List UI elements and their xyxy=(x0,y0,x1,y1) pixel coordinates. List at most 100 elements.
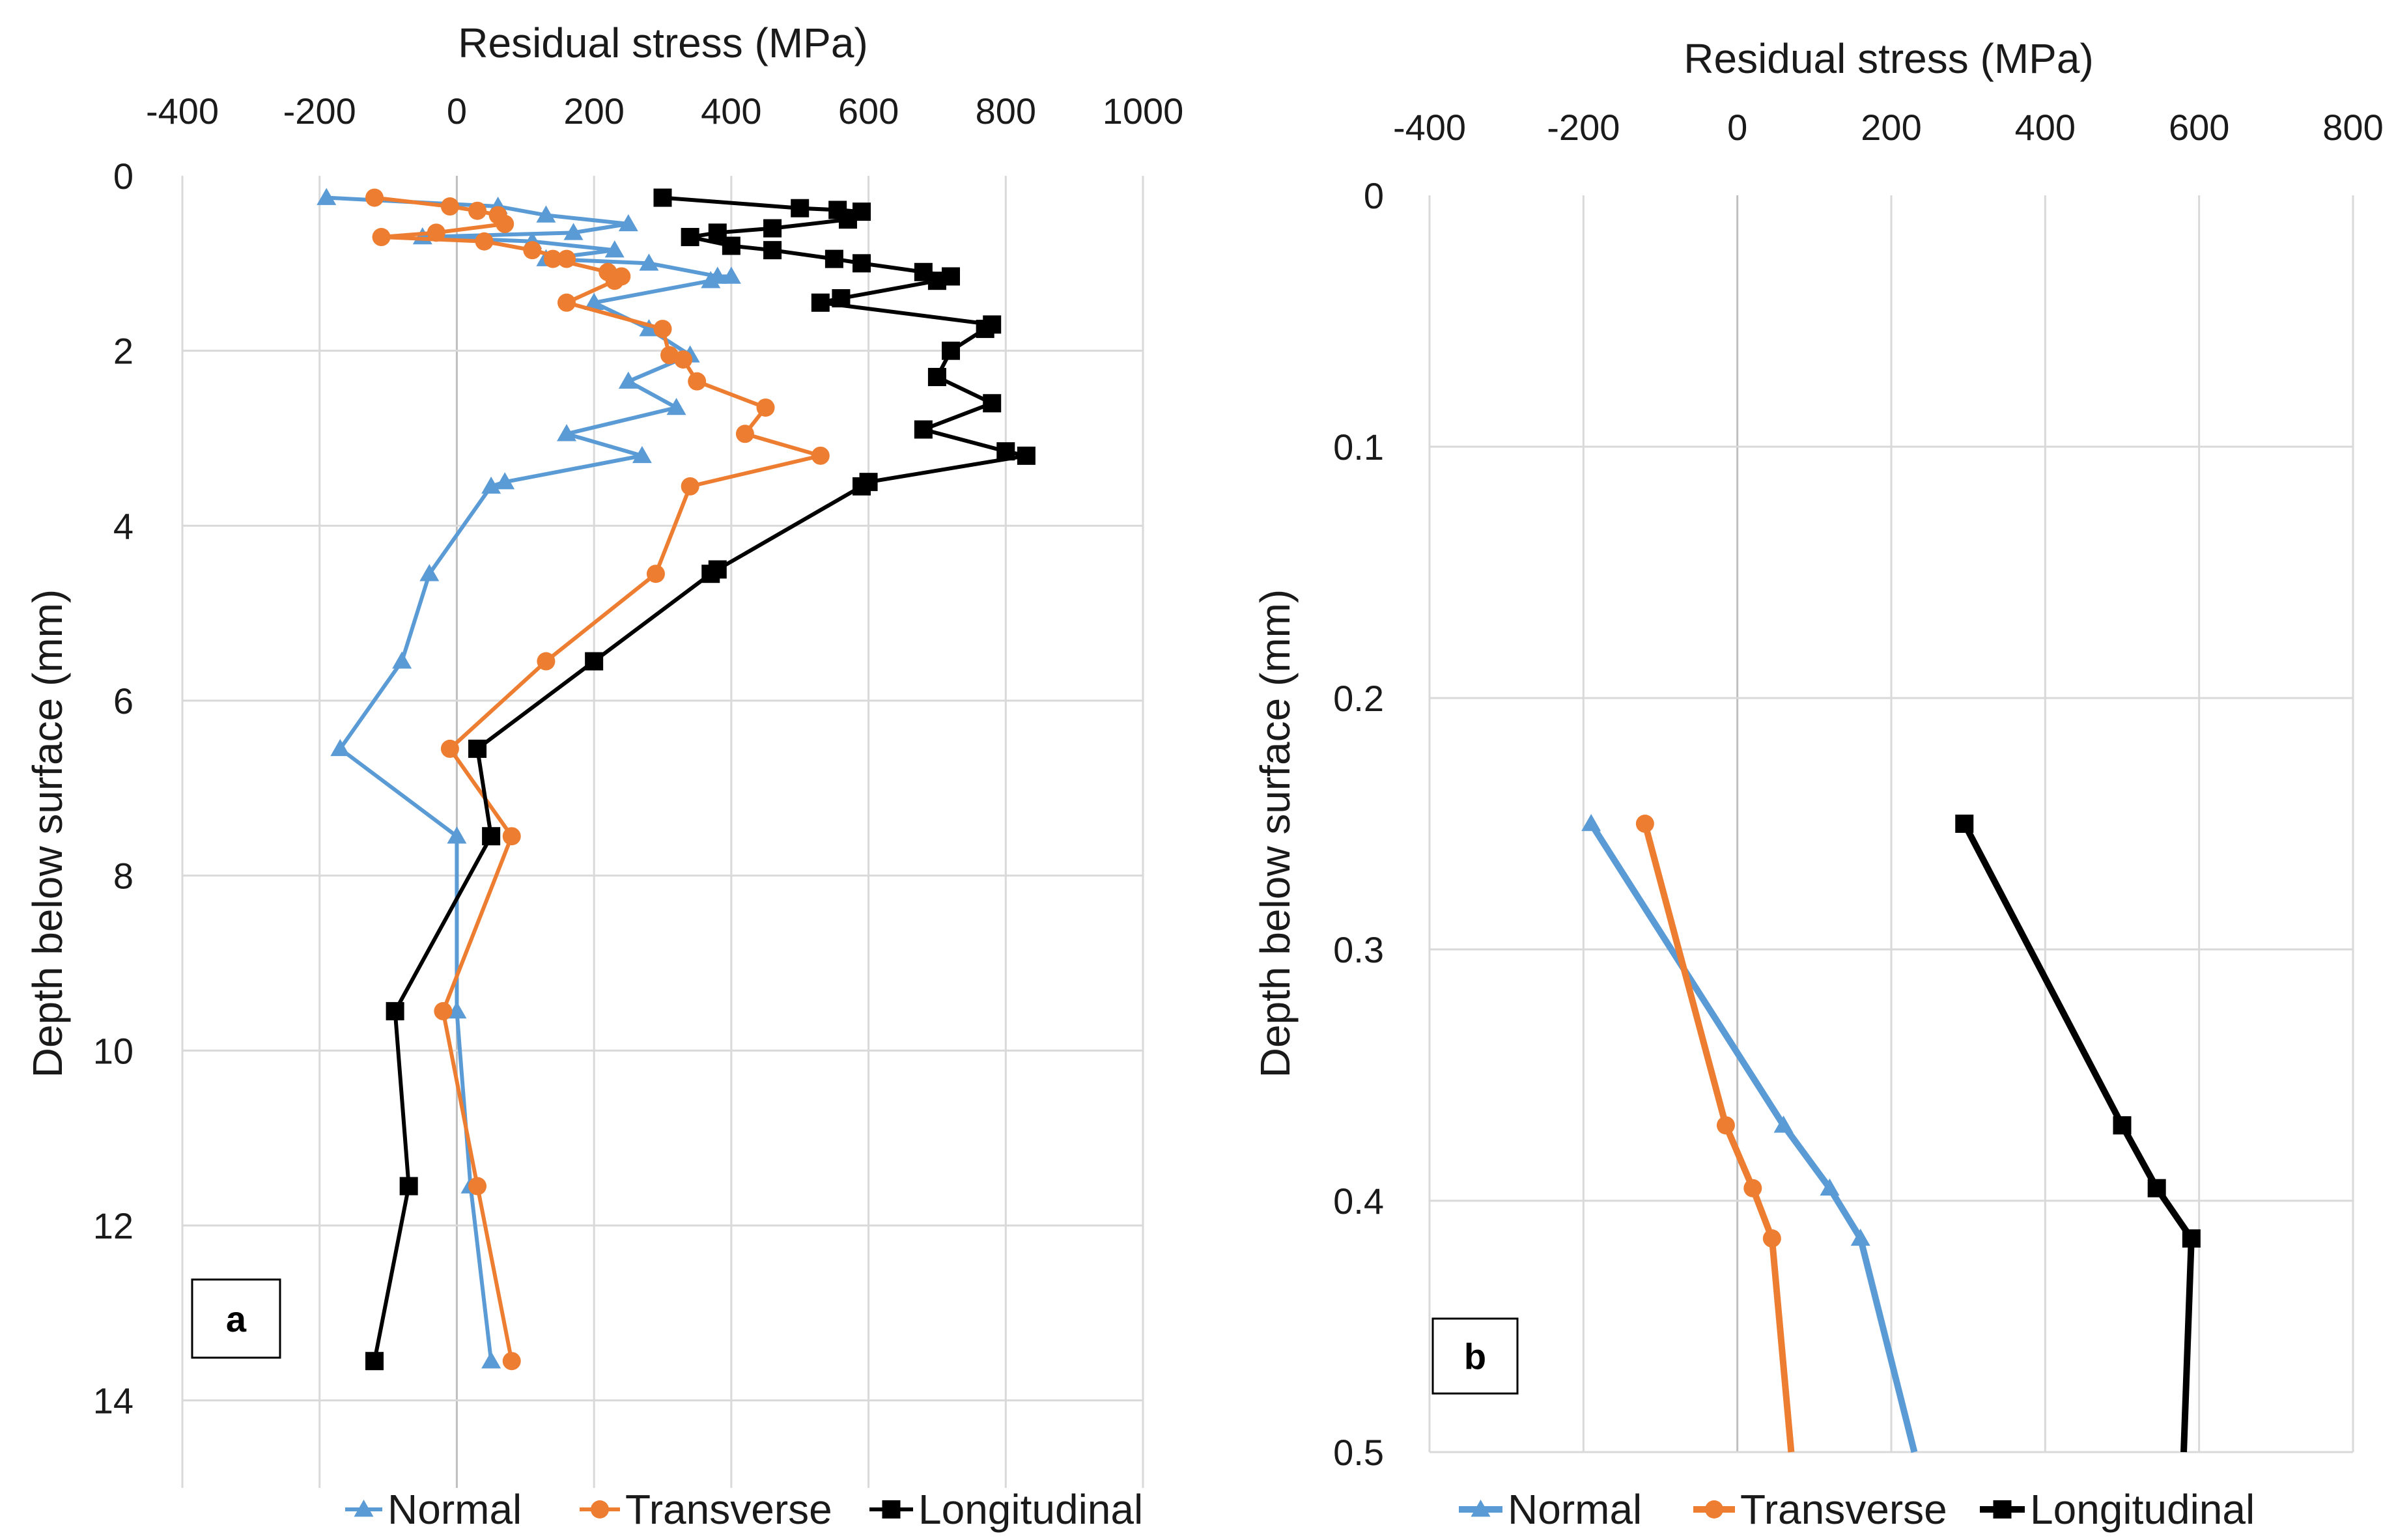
x-tick-label: 0 xyxy=(1727,107,1747,148)
legend-label-transverse: Transverse xyxy=(625,1486,832,1533)
data-point xyxy=(653,188,672,207)
gridlines xyxy=(1428,195,2354,1453)
x-tick-label: 0 xyxy=(447,91,467,132)
legend-marker-transverse xyxy=(591,1500,609,1519)
data-point xyxy=(618,214,638,232)
data-point xyxy=(681,477,699,496)
x-tick-label: 600 xyxy=(838,91,899,132)
y-tick-label: 12 xyxy=(93,1205,134,1246)
data-point xyxy=(365,1352,384,1371)
data-point xyxy=(825,249,843,268)
data-point xyxy=(536,205,556,223)
data-point xyxy=(1017,446,1036,465)
data-point xyxy=(434,1001,453,1020)
data-point xyxy=(653,320,672,339)
y-axis-title: Depth below surface (mm) xyxy=(1252,589,1299,1078)
data-point xyxy=(386,1001,404,1020)
y-tick-label: 8 xyxy=(113,856,134,897)
y-tick-label: 0.2 xyxy=(1333,678,1384,719)
data-point xyxy=(523,241,542,260)
legend-label-normal: Normal xyxy=(388,1486,522,1533)
data-point xyxy=(639,253,659,271)
x-tick-label: -400 xyxy=(1393,107,1466,148)
data-point xyxy=(666,397,686,415)
legend-label-normal: Normal xyxy=(1508,1486,1642,1533)
data-point xyxy=(927,272,946,290)
series-line-longitudinal xyxy=(1961,822,2195,1453)
legend: Normal Transverse Longitudinal xyxy=(345,1486,1143,1533)
series-line-normal xyxy=(326,195,733,1362)
data-point xyxy=(543,249,562,268)
data-point xyxy=(585,652,604,671)
data-point xyxy=(791,199,810,217)
y-tick-label: 14 xyxy=(93,1380,134,1421)
data-point xyxy=(674,350,693,369)
panel-label: b xyxy=(1464,1336,1486,1377)
y-tick-label: 0.4 xyxy=(1333,1181,1384,1222)
series-transverse xyxy=(365,188,830,1371)
data-point xyxy=(584,292,604,311)
data-point xyxy=(447,1001,467,1019)
data-point xyxy=(1820,1178,1840,1196)
x-tick-label: 600 xyxy=(2169,107,2229,148)
data-point xyxy=(701,565,720,583)
y-tick-label: 10 xyxy=(93,1030,134,1071)
y-tick-label: 4 xyxy=(113,505,134,546)
data-point xyxy=(605,272,624,290)
series-line-transverse xyxy=(374,195,823,1362)
data-point xyxy=(721,266,741,284)
data-point xyxy=(942,341,960,360)
series-longitudinal xyxy=(1955,815,2201,1453)
y-axis-title: Depth below surface (mm) xyxy=(24,589,71,1078)
data-point xyxy=(722,236,740,255)
data-point xyxy=(399,1177,418,1196)
legend-marker-longitudinal xyxy=(1993,1500,2012,1519)
data-point xyxy=(557,249,576,268)
y-tick-label: 2 xyxy=(113,331,134,372)
data-point xyxy=(440,739,459,758)
x-tick-label: 1000 xyxy=(1103,91,1184,132)
data-point xyxy=(646,565,665,583)
data-point xyxy=(996,442,1015,461)
chart-panel-a: -400 -200 0 200 400 600 800 1000 0 2 4 6 8 10 12 14 Resi… xyxy=(24,20,1183,1533)
data-point xyxy=(419,564,440,581)
y-tick-label: 0.1 xyxy=(1333,427,1384,468)
data-point xyxy=(481,1351,501,1369)
data-point xyxy=(811,446,830,465)
data-point xyxy=(632,445,652,464)
data-point xyxy=(1581,814,1601,832)
x-tick-label: -400 xyxy=(146,91,219,132)
data-point xyxy=(2113,1116,2132,1135)
x-tick-label: 800 xyxy=(976,91,1036,132)
data-point xyxy=(660,346,679,365)
y-tick-label: 0.3 xyxy=(1333,929,1384,970)
legend-marker-transverse xyxy=(1705,1500,1723,1519)
data-point xyxy=(372,228,391,247)
data-point xyxy=(392,651,412,669)
x-tick-label: 400 xyxy=(701,91,761,132)
legend-marker-normal xyxy=(1471,1500,1491,1517)
data-point xyxy=(496,214,514,233)
data-point xyxy=(502,827,521,846)
x-axis-title: Residual stress (MPa) xyxy=(458,20,868,66)
series-line-transverse xyxy=(1642,822,1795,1453)
data-point xyxy=(1762,1229,1781,1248)
x-tick-label: -200 xyxy=(283,91,356,132)
chart-panel-b: -400 -200 0 200 400 600 800 0 0.1 0.2 0.3 0.4 0.5 Res… xyxy=(1252,35,2384,1533)
data-point xyxy=(557,424,576,441)
data-point xyxy=(468,201,487,220)
x-tick-label: 200 xyxy=(563,91,624,132)
data-point xyxy=(927,367,946,386)
series-normal xyxy=(1581,814,1918,1453)
data-point xyxy=(1635,815,1654,833)
series-longitudinal xyxy=(365,188,1036,1371)
data-point xyxy=(475,232,494,251)
data-point xyxy=(330,738,350,757)
data-point xyxy=(976,320,994,339)
y-tick-label: 0 xyxy=(113,156,134,197)
x-tick-label: -200 xyxy=(1547,107,1620,148)
data-point xyxy=(502,1352,521,1371)
gridlines xyxy=(181,176,1144,1488)
panel-label-box xyxy=(191,1278,281,1359)
panel-label-box xyxy=(1431,1317,1519,1395)
